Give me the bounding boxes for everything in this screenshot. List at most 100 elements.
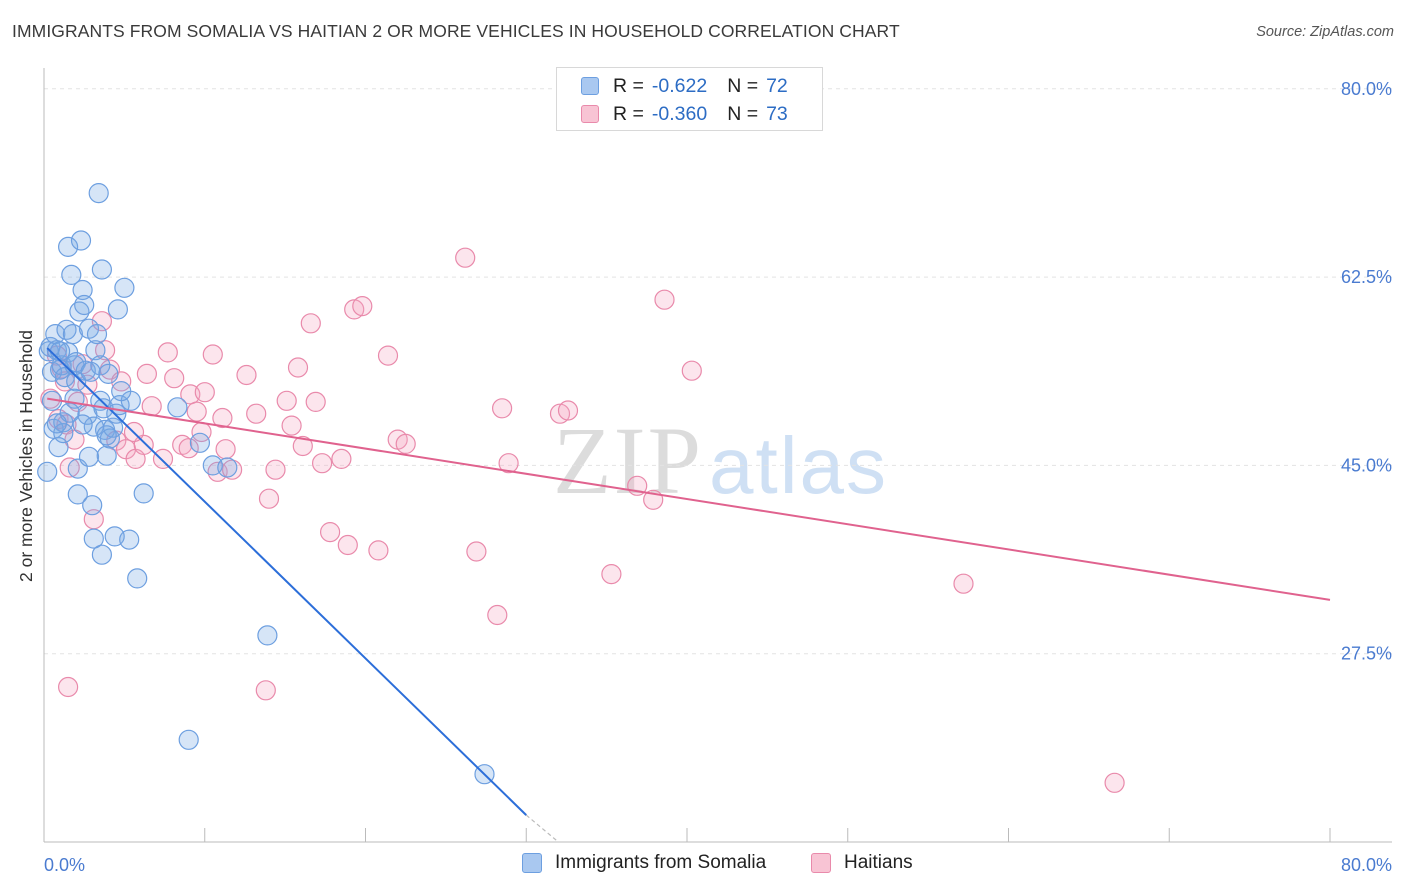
series-swatch-somalia [522,853,542,873]
series-legend: Immigrants from Somalia Haitians [0,852,1406,878]
point-somalia [189,432,210,453]
point-somalia [85,340,106,361]
point-somalia [41,361,63,382]
point-somalia [80,361,101,382]
point-somalia [111,381,132,402]
y-tick-label: 27.5% [1341,644,1392,664]
point-somalia [91,259,113,280]
point-somalia [53,423,74,444]
chart-title: IMMIGRANTS FROM SOMALIA VS HAITIAN 2 OR … [12,21,900,41]
point-haitians [157,342,178,363]
point-somalia [257,625,278,646]
point-haitians [236,364,257,386]
y-axis-title: 2 or more Vehicles in Household [16,330,36,582]
point-haitians [152,448,174,469]
point-somalia [57,236,79,257]
point-haitians [466,541,487,562]
point-somalia [70,230,92,251]
point-haitians [352,296,373,317]
stats-legend: R = -0.622 N = 72 R = -0.360 N = 73 [556,67,823,131]
point-haitians [395,433,416,454]
legend-n-label: N = [727,74,759,97]
point-somalia [91,544,113,565]
series-legend-somalia[interactable]: Immigrants from Somalia [522,852,766,874]
point-haitians [292,435,313,457]
point-haitians [337,534,358,556]
point-haitians [305,391,326,412]
trend-line-somalia-extension [525,814,559,843]
point-somalia [96,445,117,466]
point-haitians [320,521,341,543]
point-haitians [368,540,389,561]
point-somalia [107,299,129,320]
chart-source: Source: ZipAtlas.com [1256,24,1394,40]
point-haitians [312,453,333,474]
point-somalia [64,388,85,409]
y-tick-label: 45.0% [1341,455,1392,475]
point-haitians [377,345,399,366]
point-somalia [90,355,111,376]
point-somalia [98,363,119,384]
point-somalia [62,324,84,345]
point-somalia [61,264,82,285]
series-label-somalia: Immigrants from Somalia [555,852,767,873]
point-haitians [178,438,199,459]
point-haitians [1104,772,1125,793]
point-haitians [487,604,508,626]
point-haitians [681,360,702,381]
point-haitians [953,573,974,594]
point-haitians [91,311,113,332]
point-haitians [300,313,321,334]
point-haitians [331,448,352,469]
point-somalia [127,568,148,589]
point-haitians [212,407,233,429]
point-haitians [492,398,513,419]
point-somalia [114,277,135,298]
legend-row-haitians: R = -0.360 N = 73 [581,101,788,127]
point-haitians [549,403,571,424]
legend-r-value: -0.622 [651,74,708,97]
series-label-haitians: Haitians [844,852,913,873]
point-somalia [37,461,58,482]
trend-lines [46,347,1331,843]
legend-n-value: 72 [766,74,788,97]
point-somalia [78,446,100,467]
x-tick-label: 0.0% [44,855,85,875]
series-legend-haitians[interactable]: Haitians [811,852,913,874]
point-haitians [164,368,185,389]
point-haitians [281,415,302,436]
legend-swatch-haitians [581,105,599,123]
point-somalia [119,529,140,550]
point-somalia [167,397,188,418]
watermark: ZIPatlas [553,405,888,516]
point-somalia [88,183,109,204]
point-haitians [455,247,476,268]
point-haitians [141,396,162,417]
point-haitians [601,563,622,585]
legend-row-somalia: R = -0.622 N = 72 [581,73,788,99]
point-somalia [72,414,93,435]
point-somalia [74,294,95,316]
tick-labels: 27.5% 45.0% 62.5% 80.0% 0.0% 80.0% [44,79,1392,875]
point-haitians [255,680,276,701]
axes [43,68,1392,843]
point-haitians [136,363,157,384]
trend-line-haitians [47,397,1331,601]
point-haitians [344,299,365,320]
point-haitians [258,488,280,509]
point-somalia [133,483,154,504]
legend-r-label: R = [613,74,644,97]
point-haitians [498,453,519,474]
point-haitians [246,403,267,424]
point-haitians [186,401,207,422]
point-haitians [276,390,297,411]
point-haitians [215,439,236,460]
point-somalia [86,324,108,345]
y-tick-label: 62.5% [1341,267,1392,287]
legend-n-value: 73 [766,102,788,125]
point-haitians [654,289,675,310]
y-tick-label: 80.0% [1341,79,1392,99]
legend-swatch-somalia [581,77,599,95]
point-somalia [49,341,71,362]
point-haitians [59,457,80,478]
